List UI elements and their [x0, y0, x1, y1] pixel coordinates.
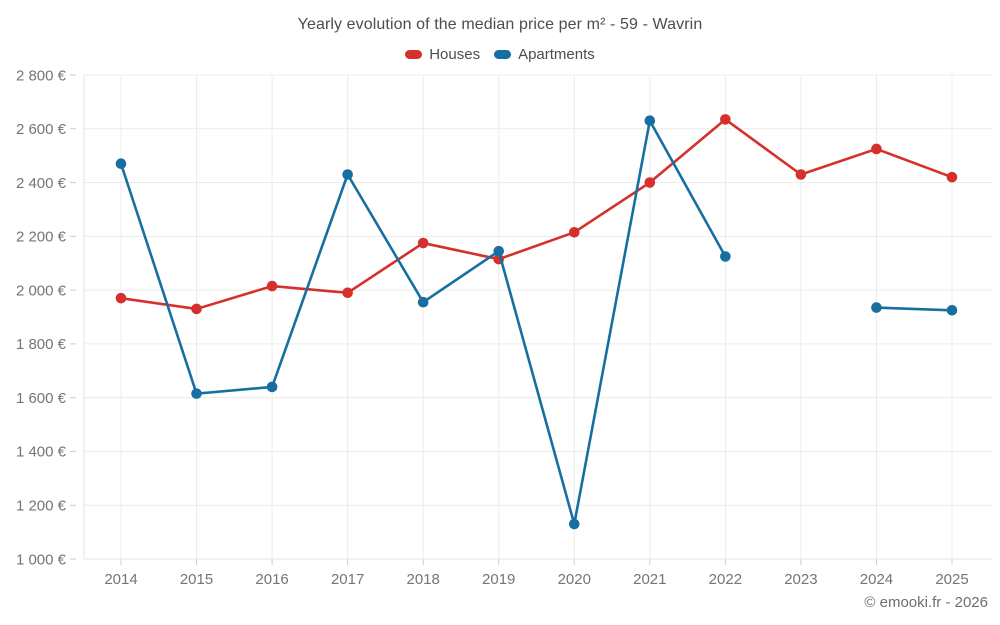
- houses-legend-swatch-icon: [405, 50, 423, 59]
- svg-text:2024: 2024: [860, 571, 893, 588]
- svg-text:2 800 €: 2 800 €: [16, 67, 67, 84]
- svg-text:2018: 2018: [406, 571, 439, 588]
- svg-text:1 800 €: 1 800 €: [16, 336, 67, 353]
- point-apartments-2025: [946, 304, 958, 316]
- svg-text:2019: 2019: [482, 571, 515, 588]
- svg-text:2021: 2021: [633, 571, 666, 588]
- point-apartments-2014: [115, 158, 127, 170]
- svg-text:1 600 €: 1 600 €: [16, 390, 67, 407]
- svg-text:2 000 €: 2 000 €: [16, 282, 67, 299]
- svg-text:1 400 €: 1 400 €: [16, 444, 67, 461]
- point-apartments-2015: [191, 388, 202, 399]
- point-houses-2023: [795, 169, 807, 180]
- point-houses-2025: [946, 171, 958, 183]
- svg-text:2017: 2017: [331, 571, 364, 588]
- legend-item-apartments[interactable]: Apartments: [494, 46, 595, 63]
- point-houses-2018: [417, 237, 429, 249]
- svg-text:2014: 2014: [104, 571, 137, 588]
- apartments-legend-label: Apartments: [518, 46, 595, 63]
- svg-text:1 000 €: 1 000 €: [16, 551, 67, 568]
- svg-text:2 600 €: 2 600 €: [16, 121, 67, 138]
- svg-text:2015: 2015: [180, 571, 213, 588]
- point-houses-2021: [644, 177, 656, 188]
- point-apartments-2017: [342, 169, 353, 180]
- point-houses-2020: [568, 227, 580, 238]
- svg-text:2023: 2023: [784, 571, 817, 588]
- point-apartments-2022: [720, 251, 731, 262]
- point-houses-2015: [191, 303, 202, 315]
- legend: Houses Apartments: [0, 46, 1000, 63]
- svg-text:1 200 €: 1 200 €: [16, 497, 67, 514]
- point-houses-2017: [342, 287, 353, 299]
- svg-text:2 400 €: 2 400 €: [16, 175, 67, 192]
- point-apartments-2019: [493, 245, 505, 257]
- svg-text:2020: 2020: [558, 571, 591, 588]
- svg-text:2 200 €: 2 200 €: [16, 229, 67, 246]
- svg-text:2022: 2022: [709, 571, 742, 588]
- point-apartments-2020: [568, 518, 580, 530]
- point-apartments-2016: [266, 381, 278, 393]
- chart-title: Yearly evolution of the median price per…: [297, 16, 703, 33]
- legend-item-houses[interactable]: Houses: [405, 46, 480, 63]
- houses-legend-label: Houses: [429, 46, 481, 63]
- apartments-legend-swatch-icon: [494, 50, 512, 59]
- point-apartments-2021: [644, 115, 656, 127]
- series-apartments: [115, 115, 958, 530]
- point-houses-2024: [871, 143, 882, 155]
- svg-text:2016: 2016: [255, 571, 288, 588]
- copyright: © emooki.fr - 2026: [864, 594, 988, 611]
- series-houses: [115, 114, 958, 315]
- point-houses-2014: [115, 292, 127, 304]
- svg-text:2025: 2025: [935, 571, 968, 588]
- point-apartments-2018: [417, 296, 429, 308]
- point-houses-2022: [720, 114, 731, 125]
- point-apartments-2024: [871, 302, 882, 313]
- point-houses-2016: [266, 280, 278, 292]
